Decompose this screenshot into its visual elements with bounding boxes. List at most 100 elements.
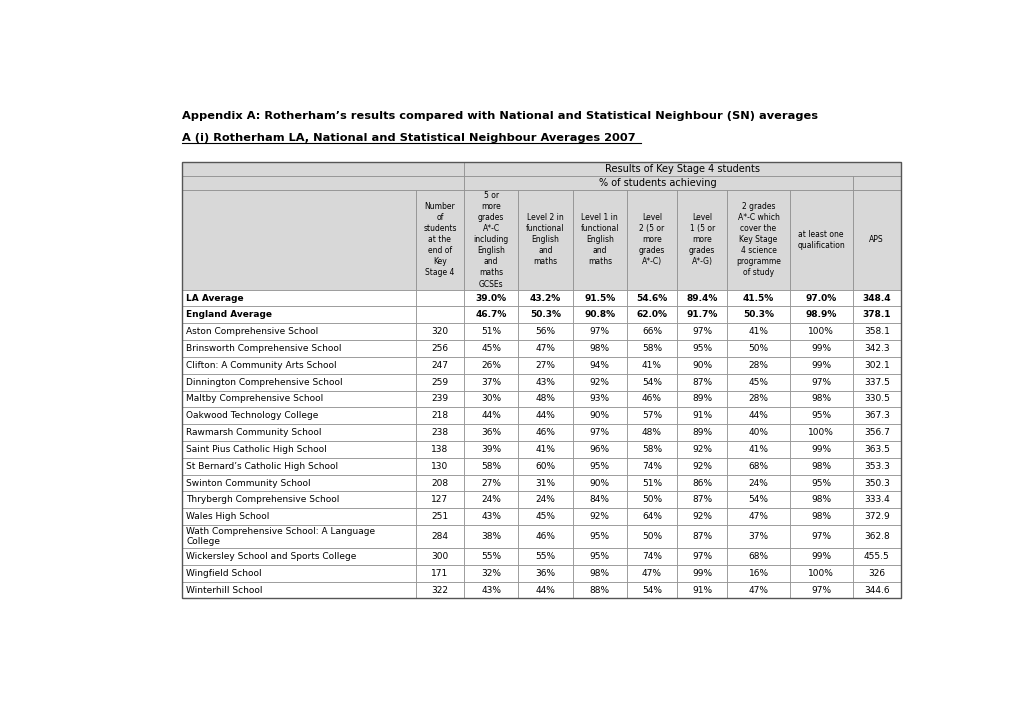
Bar	[415, 582, 464, 598]
Text: 44%: 44%	[535, 411, 555, 420]
Bar	[727, 340, 789, 357]
Bar	[727, 564, 789, 582]
Bar	[727, 390, 789, 408]
Text: 127: 127	[431, 495, 448, 504]
Text: Results of Key Stage 4 students: Results of Key Stage 4 students	[604, 163, 759, 174]
Text: 36%: 36%	[481, 428, 500, 437]
Text: 95%: 95%	[692, 344, 711, 353]
Text: 93%: 93%	[589, 395, 609, 403]
Text: 44%: 44%	[748, 411, 767, 420]
Text: 89%: 89%	[692, 395, 711, 403]
Bar	[677, 340, 727, 357]
Text: Saint Pius Catholic High School: Saint Pius Catholic High School	[186, 445, 327, 454]
Text: 54.6%: 54.6%	[636, 294, 667, 302]
Text: 218: 218	[431, 411, 448, 420]
Text: Level
1 (5 or
more
grades
A*-G): Level 1 (5 or more grades A*-G)	[688, 213, 714, 266]
Text: 31%: 31%	[535, 479, 555, 487]
Bar	[627, 441, 677, 458]
Text: 48%: 48%	[641, 428, 661, 437]
Bar	[572, 307, 627, 323]
Text: 97%: 97%	[692, 327, 711, 336]
Bar	[789, 357, 852, 374]
Text: 50%: 50%	[641, 532, 661, 541]
Text: 51%: 51%	[481, 327, 500, 336]
Bar	[727, 525, 789, 548]
Bar	[464, 492, 518, 508]
Text: 100%: 100%	[807, 428, 834, 437]
Text: 45%: 45%	[535, 512, 555, 521]
Bar	[415, 458, 464, 474]
Text: APS: APS	[868, 235, 883, 244]
Bar	[677, 390, 727, 408]
Text: 58%: 58%	[481, 462, 500, 471]
Text: 47%: 47%	[641, 569, 661, 577]
Bar	[518, 357, 572, 374]
Text: 55%: 55%	[535, 552, 555, 561]
Text: 91.7%: 91.7%	[686, 310, 717, 320]
Bar	[677, 441, 727, 458]
Bar	[415, 424, 464, 441]
Bar	[627, 474, 677, 492]
Bar	[677, 408, 727, 424]
Bar	[181, 307, 415, 323]
Bar	[789, 441, 852, 458]
Bar	[572, 424, 627, 441]
Bar	[789, 424, 852, 441]
Bar	[415, 492, 464, 508]
Text: 41%: 41%	[748, 445, 767, 454]
Bar	[464, 189, 518, 289]
Text: at least one
qualification: at least one qualification	[797, 230, 844, 250]
Bar	[627, 424, 677, 441]
Bar	[181, 162, 464, 176]
Text: 39%: 39%	[481, 445, 500, 454]
Bar	[677, 582, 727, 598]
Bar	[415, 390, 464, 408]
Bar	[415, 189, 464, 289]
Bar	[852, 424, 900, 441]
Bar	[789, 289, 852, 307]
Text: 326: 326	[867, 569, 884, 577]
Bar	[181, 390, 415, 408]
Bar	[789, 525, 852, 548]
Bar	[415, 408, 464, 424]
Bar	[789, 492, 852, 508]
Bar	[572, 374, 627, 390]
Text: 98%: 98%	[810, 395, 830, 403]
Bar	[464, 176, 852, 189]
Bar	[627, 548, 677, 564]
Text: 91.5%: 91.5%	[584, 294, 614, 302]
Text: 64%: 64%	[641, 512, 661, 521]
Text: 97%: 97%	[692, 552, 711, 561]
Text: 24%: 24%	[748, 479, 767, 487]
Bar	[789, 307, 852, 323]
Bar	[852, 307, 900, 323]
Text: 46.7%: 46.7%	[475, 310, 506, 320]
Text: 74%: 74%	[641, 552, 661, 561]
Bar	[627, 564, 677, 582]
Text: 58%: 58%	[641, 445, 661, 454]
Bar	[677, 474, 727, 492]
Bar	[181, 441, 415, 458]
Text: 68%: 68%	[748, 552, 768, 561]
Bar	[181, 162, 900, 598]
Text: 100%: 100%	[807, 327, 834, 336]
Text: 130: 130	[431, 462, 448, 471]
Text: 95%: 95%	[810, 411, 830, 420]
Bar	[789, 548, 852, 564]
Text: 97%: 97%	[810, 585, 830, 595]
Bar	[572, 408, 627, 424]
Bar	[572, 508, 627, 525]
Text: 320: 320	[431, 327, 448, 336]
Bar	[852, 548, 900, 564]
Text: 247: 247	[431, 361, 448, 370]
Bar	[727, 374, 789, 390]
Text: 337.5: 337.5	[863, 378, 889, 387]
Text: 37%: 37%	[748, 532, 768, 541]
Bar	[627, 408, 677, 424]
Text: 89%: 89%	[692, 428, 711, 437]
Text: 363.5: 363.5	[863, 445, 889, 454]
Text: 350.3: 350.3	[863, 479, 889, 487]
Text: 41.5%: 41.5%	[742, 294, 773, 302]
Bar	[518, 307, 572, 323]
Text: 51%: 51%	[641, 479, 661, 487]
